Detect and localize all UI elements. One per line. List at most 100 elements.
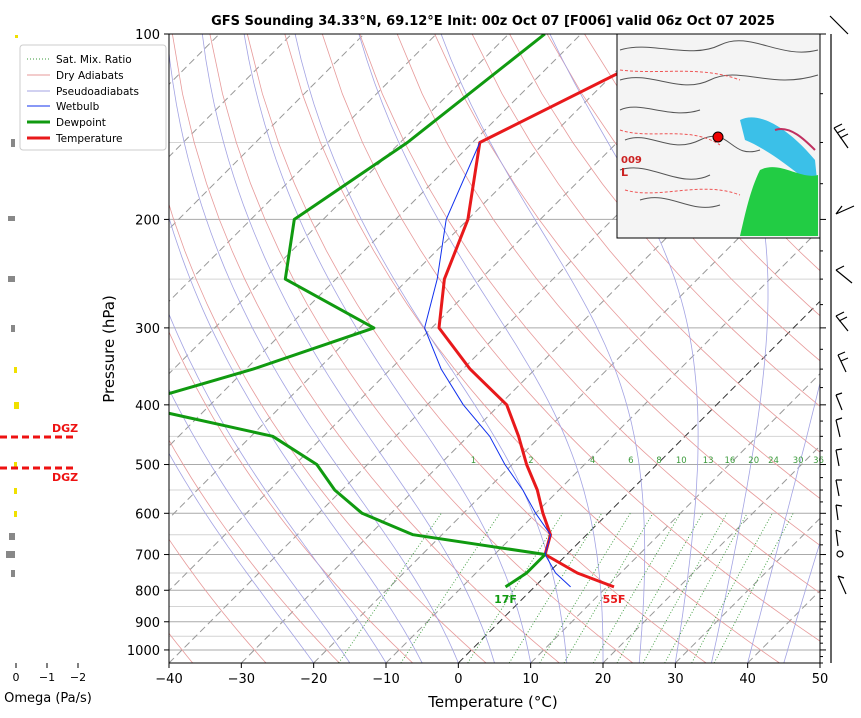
location-marker (712, 131, 724, 143)
isotherm (169, 34, 510, 375)
series-dewpoint (169, 34, 547, 589)
isotherm (602, 445, 820, 663)
mixing-ratio-label: 24 (768, 456, 779, 466)
mixing-ratio-labels: 1 2 4 6 8 10 13 16 20 24 30 36 (471, 456, 824, 466)
dry-adiabat (169, 331, 413, 663)
legend-label-wetbulb: Wetbulb (56, 101, 100, 113)
dgz-label-top: DGZ (52, 422, 78, 435)
pseudoadiabat (169, 48, 459, 663)
dry-adiabat (847, 34, 861, 663)
pseudoadiabat (169, 388, 351, 663)
omega-axis-label: Omega (Pa/s) (4, 691, 92, 706)
mixing-ratio-label: 20 (748, 456, 759, 466)
x-tick-label: −10 (372, 672, 399, 687)
omega-tick-0: 0 (13, 671, 20, 684)
x-axis-ticks: −40 −30 −20 −10 0 10 20 30 40 50 (155, 663, 828, 687)
isotherm (457, 300, 820, 663)
isotherm (169, 34, 654, 520)
dry-adiabat (321, 34, 820, 642)
x-tick-label: 40 (739, 672, 756, 687)
legend-label-temperature: Temperature (55, 133, 123, 145)
pseudoadiabat (440, 34, 646, 663)
mixing-ratio-label: 30 (793, 456, 804, 466)
pseudoadiabat (358, 34, 604, 663)
isotherm (169, 34, 293, 158)
dry-adiabat (509, 34, 820, 407)
pseudoadiabat (747, 381, 820, 663)
x-tick-label: −20 (300, 672, 327, 687)
mixing-ratio-line (642, 513, 728, 663)
y-tick-label: 1000 (127, 644, 160, 659)
dry-adiabat (284, 34, 780, 663)
omega-panel: DGZ DGZ 0 −1 −2 Omega (Pa/s) (0, 35, 92, 706)
dry-adiabat (169, 439, 340, 663)
y-tick-label: 900 (135, 616, 160, 631)
legend-label-mixing-ratio: Sat. Mix. Ratio (56, 54, 132, 66)
mixing-ratio-label: 4 (590, 456, 595, 466)
x-tick-label: 20 (595, 672, 612, 687)
surface-temperature-label: 55F (603, 593, 626, 606)
y-axis-ticks: 100 200 300 400 500 600 700 800 900 1000 (127, 28, 826, 664)
isotherm (819, 662, 820, 663)
mixing-ratio-line (539, 513, 631, 663)
x-tick-label: 50 (812, 672, 829, 687)
dry-adiabat (584, 34, 820, 317)
x-tick-label: −30 (228, 672, 255, 687)
dry-adiabat (434, 34, 820, 499)
dry-adiabat (172, 34, 560, 663)
dry-adiabat (246, 34, 707, 663)
pseudoadiabat (694, 34, 769, 663)
isotherm (313, 155, 820, 663)
legend-label-pseudoadiabats: Pseudoadiabats (56, 86, 139, 98)
axes-frame (168, 33, 821, 664)
dry-adiabat (169, 538, 267, 663)
pseudoadiabat (169, 452, 315, 663)
x-tick-label: 30 (667, 672, 684, 687)
wind-barbs (829, 15, 855, 663)
y-tick-label: 400 (135, 399, 160, 414)
mixing-ratio-line (713, 513, 794, 663)
y-tick-label: 700 (135, 549, 160, 564)
pseudoadiabat (783, 541, 820, 663)
omega-tick-2: −2 (70, 671, 86, 684)
background-lines (169, 34, 861, 663)
surface-dewpoint-label: 17F (494, 593, 517, 606)
dgz-label-bottom: DGZ (52, 471, 78, 484)
legend-label-dry-adiabats: Dry Adiabats (56, 70, 124, 82)
pseudoadiabat (201, 34, 495, 663)
y-tick-label: 100 (135, 28, 160, 43)
x-tick-label: 10 (522, 672, 539, 687)
isotherm (169, 34, 365, 230)
pseudoadiabat (169, 216, 423, 663)
pseudoadiabat (243, 34, 532, 663)
y-tick-label: 500 (135, 459, 160, 474)
dry-adiabat (169, 202, 487, 663)
pseudoadiabat (294, 34, 568, 663)
legend: Sat. Mix. Ratio Dry Adiabats Pseudoadiab… (19, 44, 167, 151)
mixing-ratio-label: 10 (676, 456, 687, 466)
y-tick-label: 300 (135, 322, 160, 337)
sounding-lines (169, 34, 698, 589)
y-tick-label: 200 (135, 213, 160, 228)
svg-text:009: 009 (621, 155, 642, 166)
isotherm (169, 34, 582, 447)
y-tick-label: 800 (135, 584, 160, 599)
pseudoadiabat (169, 313, 387, 663)
dry-adiabat (471, 34, 820, 453)
omega-tick-1: −1 (39, 671, 55, 684)
x-axis-label: Temperature (°C) (427, 693, 557, 711)
isotherm (530, 372, 820, 663)
mixing-ratio-label: 2 (528, 456, 533, 466)
mixing-ratio-line (338, 513, 442, 663)
mixing-ratio-label: 16 (724, 456, 735, 466)
dry-adiabat (546, 34, 820, 362)
y-axis-label: Pressure (hPa) (100, 295, 118, 403)
dry-adiabat (359, 34, 820, 594)
x-tick-label: 0 (454, 672, 462, 687)
dry-adiabat (396, 34, 820, 546)
mixing-ratio-label: 13 (703, 456, 714, 466)
mixing-ratio-line (508, 513, 603, 663)
y-tick-label: 600 (135, 507, 160, 522)
mixing-ratio-label: 8 (656, 456, 661, 466)
